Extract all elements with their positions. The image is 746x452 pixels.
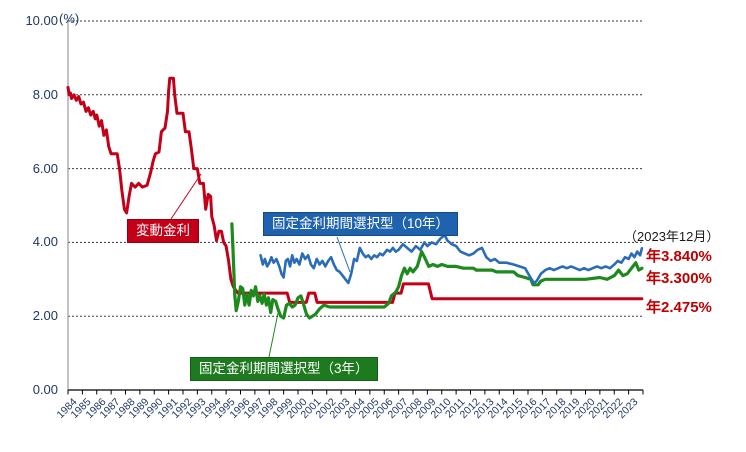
variable-rate-callout: 変動金利 [127,219,199,243]
y-tick-label: 2.00 [32,308,58,324]
callout-leader-line [268,312,279,358]
y-tick-label: 8.00 [32,86,58,102]
y-tick-label: 10.00 [25,13,58,28]
y-axis-unit-label: (%) [59,11,80,26]
series-line [259,233,644,285]
callout-leader-line [336,236,351,273]
callout-leader-line [170,173,202,220]
y-tick-label: 0.00 [32,382,58,397]
rate-value-variable: 年2.475% [646,299,712,316]
rate-value-10yr: 年3.840% [646,248,712,265]
series-line [66,76,644,304]
fixed-10yr-callout: 固定金利期間選択型（10年） [263,212,459,236]
rate-value-3yr: 年3.300% [646,270,712,287]
as-of-date-label: （2023年12月） [624,229,720,244]
y-tick-label: 6.00 [32,160,58,176]
series-line [230,222,644,320]
fixed-3yr-callout: 固定金利期間選択型（3年） [190,357,378,381]
y-tick-label: 4.00 [32,234,58,250]
